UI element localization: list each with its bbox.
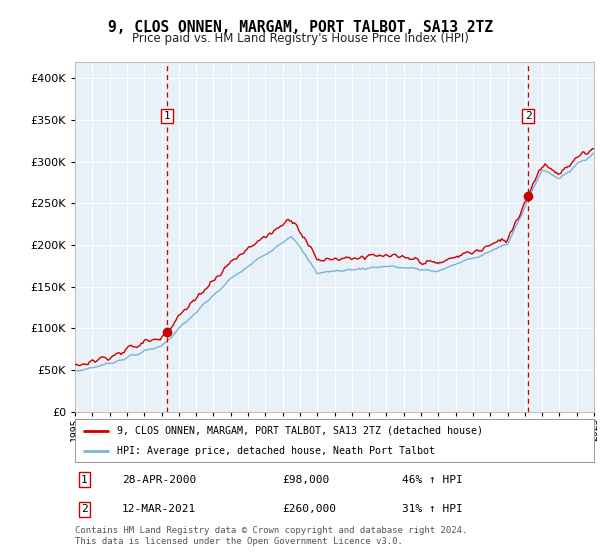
Text: 9, CLOS ONNEN, MARGAM, PORT TALBOT, SA13 2TZ: 9, CLOS ONNEN, MARGAM, PORT TALBOT, SA13… (107, 20, 493, 35)
Text: 46% ↑ HPI: 46% ↑ HPI (402, 475, 463, 484)
Text: 28-APR-2000: 28-APR-2000 (122, 475, 196, 484)
Text: HPI: Average price, detached house, Neath Port Talbot: HPI: Average price, detached house, Neat… (116, 446, 434, 456)
Text: Price paid vs. HM Land Registry's House Price Index (HPI): Price paid vs. HM Land Registry's House … (131, 32, 469, 45)
Text: 31% ↑ HPI: 31% ↑ HPI (402, 505, 463, 514)
Text: 9, CLOS ONNEN, MARGAM, PORT TALBOT, SA13 2TZ (detached house): 9, CLOS ONNEN, MARGAM, PORT TALBOT, SA13… (116, 426, 482, 436)
Text: Contains HM Land Registry data © Crown copyright and database right 2024.
This d: Contains HM Land Registry data © Crown c… (75, 526, 467, 546)
Text: 12-MAR-2021: 12-MAR-2021 (122, 505, 196, 514)
Text: 2: 2 (525, 111, 532, 121)
Text: 2: 2 (81, 505, 88, 514)
Text: 1: 1 (164, 111, 170, 121)
Text: £98,000: £98,000 (283, 475, 330, 484)
Text: 1: 1 (81, 475, 88, 484)
Text: £260,000: £260,000 (283, 505, 337, 514)
